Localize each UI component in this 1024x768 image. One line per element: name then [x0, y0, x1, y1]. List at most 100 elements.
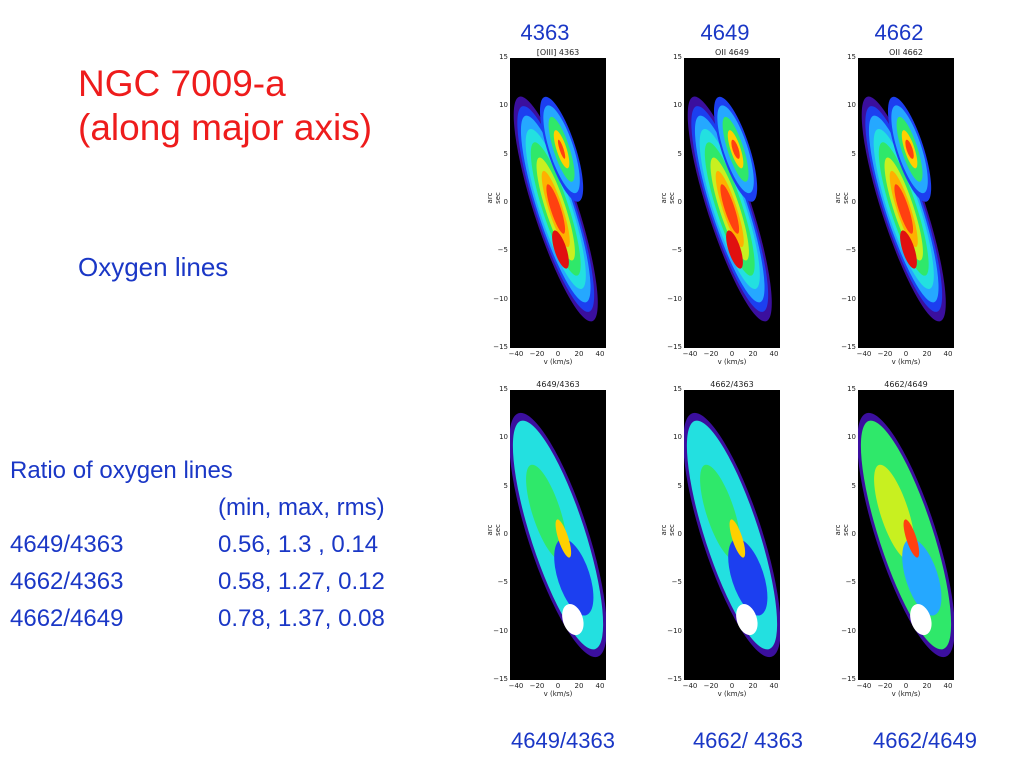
- y-tick-label: 0: [677, 530, 682, 538]
- y-tick-label: −5: [671, 246, 682, 255]
- y-tick-label: 15: [673, 53, 682, 61]
- x-tick-label: −40: [508, 350, 524, 358]
- ratio-name: 4662/4363: [10, 568, 124, 595]
- ratio-table-row: 4662/4649 0.78, 1.37, 0.08: [10, 600, 385, 637]
- y-tick-label: −5: [497, 578, 508, 587]
- ratio-name: 4662/4649: [10, 605, 124, 632]
- y-tick-label: 5: [503, 481, 508, 490]
- ratio-layer: [526, 464, 567, 561]
- panel-title: 4662/4363: [710, 380, 754, 389]
- x-tick-label: −20: [877, 350, 893, 358]
- map-panel: 4662/4363 arc sec 15 10 5 0 −5 −10 −15 −40 −20 0 20 4…: [658, 380, 818, 698]
- top-caption-4363: 4363: [520, 20, 570, 45]
- map-panel: OII 4662 arc sec 15 10 5 0 −5 −10 −15 −40 −20 0 20 40…: [832, 48, 992, 366]
- contour-core: [552, 230, 569, 269]
- top-caption-4649: 4649: [700, 20, 750, 45]
- panel-title: [OIII] 4363: [536, 48, 580, 57]
- x-tick-label: 0: [555, 682, 561, 690]
- y-tick-label: −10: [841, 626, 856, 635]
- bottom-caption-4649-4363: 4649/4363: [511, 728, 615, 753]
- x-tick-label: 20: [922, 682, 932, 690]
- ratio-layer: [903, 519, 920, 558]
- x-tick-label: −20: [877, 682, 893, 690]
- map-panel: 4662/4649 arc sec 15 10 5 0 −5 −10 −15 −40 −20 0 20 4…: [832, 380, 992, 698]
- contour-layer: [731, 139, 740, 159]
- ratio-name: 4649/4363: [10, 531, 124, 558]
- panel-title: 4662/4649: [884, 380, 928, 389]
- ratio-layer: [562, 604, 584, 636]
- panel-xlabel: v (km/s): [543, 358, 573, 366]
- y-tick-label: −5: [845, 246, 856, 255]
- ratio-layer: [736, 604, 758, 636]
- y-tick-label: 5: [503, 149, 508, 158]
- y-tick-label: 15: [499, 385, 508, 393]
- panel-title: OII 4662: [889, 48, 923, 57]
- y-tick-label: 0: [851, 530, 856, 538]
- y-tick-label: 15: [847, 385, 856, 393]
- y-tick-label: 0: [503, 198, 508, 206]
- x-tick-label: 20: [748, 682, 758, 690]
- contour-map: [510, 412, 606, 658]
- contour-map: [684, 412, 780, 658]
- slide-title: NGC 7009-a (along major axis): [78, 62, 372, 150]
- contour-layer: [720, 184, 740, 234]
- y-tick-label: 10: [673, 433, 682, 442]
- ratio-table-columns-header: (min, max, rms): [218, 494, 385, 521]
- x-tick-label: −40: [682, 682, 698, 690]
- contour-layer: [557, 139, 566, 159]
- panel-xlabel: v (km/s): [717, 358, 747, 366]
- slide-subtitle: Oxygen lines: [78, 252, 229, 282]
- ratio-table-row: 4662/4363 0.58, 1.27, 0.12: [10, 563, 385, 600]
- y-tick-label: 10: [847, 101, 856, 110]
- x-tick-label: 40: [595, 350, 605, 358]
- x-tick-label: −20: [703, 350, 719, 358]
- ratio-values: 0.56, 1.3 , 0.14: [218, 531, 379, 558]
- panel-title: OII 4649: [715, 48, 749, 57]
- y-tick-label: −15: [667, 675, 682, 683]
- y-tick-label: 5: [677, 149, 682, 158]
- contour-core: [726, 230, 743, 269]
- y-tick-label: 5: [851, 481, 856, 490]
- map-panel: 4649/4363 arc sec 15 10 5 0 −5 −10 −15 −40 −20 0 20 4…: [484, 380, 644, 698]
- y-tick-label: 10: [847, 433, 856, 442]
- x-tick-label: 0: [729, 682, 735, 690]
- panel-xlabel: v (km/s): [891, 358, 921, 366]
- ratio-layer: [555, 519, 572, 558]
- x-tick-label: 20: [922, 350, 932, 358]
- contour-map: [687, 96, 772, 322]
- ratio-layer: [554, 538, 594, 616]
- ratio-values: 0.78, 1.37, 0.08: [218, 605, 385, 632]
- contour-map: [513, 96, 598, 322]
- y-tick-label: −15: [841, 675, 856, 683]
- slide-title-line2: (along major axis): [78, 107, 373, 148]
- contour-map: [858, 412, 954, 658]
- y-tick-label: −15: [841, 343, 856, 351]
- x-tick-label: −40: [856, 682, 872, 690]
- y-tick-label: 10: [673, 101, 682, 110]
- ratio-table-row: 4649/4363 0.56, 1.3 , 0.14: [10, 526, 385, 563]
- y-tick-label: −10: [841, 294, 856, 303]
- y-tick-label: 0: [503, 530, 508, 538]
- y-tick-label: −15: [493, 675, 508, 683]
- x-tick-label: 40: [595, 682, 605, 690]
- ratio-values: 0.58, 1.27, 0.12: [218, 568, 385, 595]
- ratio-table-header-row: (min, max, rms): [10, 489, 385, 526]
- y-tick-label: 15: [847, 53, 856, 61]
- x-tick-label: 20: [748, 350, 758, 358]
- ratio-layer: [874, 464, 915, 561]
- panel-plot-area: [858, 58, 954, 348]
- contour-layer: [905, 139, 914, 159]
- panel-xlabel: v (km/s): [891, 690, 921, 698]
- panel-plot-area: [684, 390, 780, 680]
- map-panel: OII 4649 arc sec 15 10 5 0 −5 −10 −15 −40 −20 0 20 40…: [658, 48, 818, 366]
- y-tick-label: 15: [499, 53, 508, 61]
- y-tick-label: −10: [667, 294, 682, 303]
- y-tick-label: −5: [845, 578, 856, 587]
- panel-plot-area: [858, 390, 954, 680]
- slide-title-line1: NGC 7009-a: [78, 63, 286, 104]
- x-tick-label: 20: [574, 350, 584, 358]
- panel-xlabel: v (km/s): [543, 690, 573, 698]
- panel-plot-area: [510, 58, 606, 348]
- y-tick-label: −10: [493, 626, 508, 635]
- x-tick-label: 0: [903, 682, 909, 690]
